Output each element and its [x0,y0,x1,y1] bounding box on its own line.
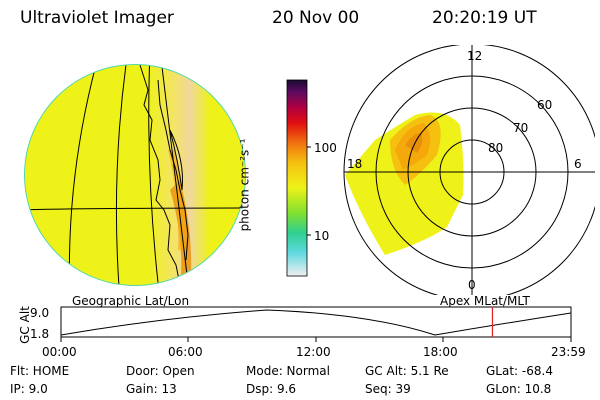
polar-plot [343,45,595,295]
mlt-label-6: 6 [574,157,582,171]
mlt-label-12: 12 [467,49,483,63]
mlt-label-0: 0 [468,278,476,292]
colorbar-tick-10: 10 [314,229,330,243]
info-dsp: Dsp: 9.6 [246,382,297,396]
info-seq: Seq: 39 [365,382,411,396]
mlat-label-80: 80 [488,141,504,155]
info-glat: GLat: -68.4 [486,364,553,378]
date-label: 20 Nov 00 [272,8,360,28]
xtick-2359: 23:59 [551,345,586,359]
altitude-ytick-bottom: 1.8 [30,327,50,341]
altitude-plot [60,306,572,342]
xtick-1200: 12:00 [296,345,331,359]
altitude-ytick-top: 9.0 [30,306,50,320]
xtick-1800: 18:00 [423,345,458,359]
apex-caption: Apex MLat/MLT [440,294,530,308]
time-label: 20:20:19 UT [432,8,537,28]
colorbar [286,79,311,277]
info-ip: IP: 9.0 [10,382,48,396]
xtick-0600: 06:00 [168,345,203,359]
info-gain: Gain: 13 [126,382,177,396]
geographic-image [24,64,246,286]
colorbar-unit-label: photon cm⁻²s⁻¹ [237,138,252,232]
info-door: Door: Open [126,364,195,378]
info-glon: GLon: 10.8 [486,382,552,396]
mlt-label-18: 18 [347,157,363,171]
mlat-label-60: 60 [537,98,553,112]
geographic-caption: Geographic Lat/Lon [72,294,190,308]
info-gcalt: GC Alt: 5.1 Re [365,364,449,378]
colorbar-tick-100: 100 [314,141,337,155]
app-title: Ultraviolet Imager [20,8,174,28]
xtick-0000: 00:00 [42,345,77,359]
mlat-label-70: 70 [513,121,529,135]
info-flt: Flt: HOME [10,364,70,378]
info-mode: Mode: Normal [246,364,330,378]
